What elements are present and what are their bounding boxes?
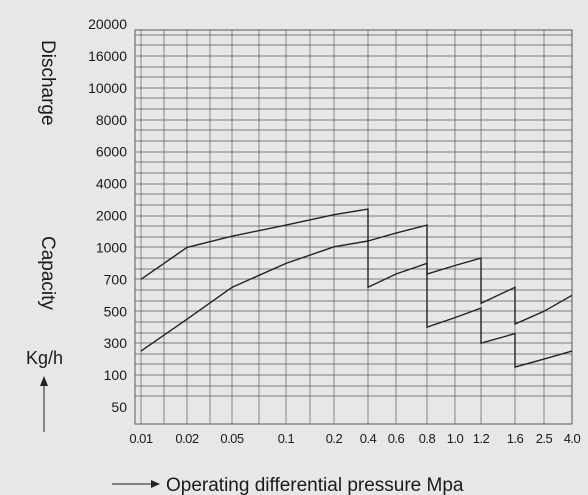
y-tick-label: 10000 — [88, 80, 127, 96]
y-tick-label: 300 — [104, 335, 128, 351]
x-tick-label: 0.1 — [278, 431, 295, 446]
x-tick-label: 4.0 — [564, 431, 581, 446]
x-tick-label: 0.4 — [360, 431, 377, 446]
ylabel-capacity: Capacity — [37, 236, 58, 310]
x-tick-label: 1.6 — [507, 431, 524, 446]
y-tick-label: 100 — [104, 367, 128, 383]
y-tick-label: 16000 — [88, 48, 127, 64]
y-tick-label: 20000 — [88, 16, 127, 32]
series-line-1 — [140, 208, 573, 326]
x-tick-label: 0.2 — [326, 431, 343, 446]
y-tick-label: 700 — [104, 271, 128, 287]
x-tick-label: 0.8 — [419, 431, 436, 446]
y-tick-labels: 20000 16000 10000 8000 6000 4000 2000 1000 700 50… — [88, 16, 127, 415]
y-tick-label: 500 — [104, 303, 128, 319]
y-tick-label: 50 — [111, 399, 127, 415]
series-line-2 — [140, 240, 573, 369]
x-tick-label: 0.6 — [388, 431, 405, 446]
y-tick-label: 1000 — [96, 239, 127, 255]
y-arrow-icon — [40, 376, 48, 432]
x-tick-label: 1.0 — [447, 431, 464, 446]
y-tick-label: 8000 — [96, 112, 127, 128]
y-tick-label: 6000 — [96, 144, 127, 160]
y-tick-label: 2000 — [96, 208, 127, 224]
x-tick-label: 1.2 — [473, 431, 490, 446]
x-tick-label: 0.02 — [175, 431, 199, 446]
y-tick-label: 4000 — [96, 176, 127, 192]
x-axis-label: Operating differential pressure Mpa — [166, 475, 464, 495]
x-arrow-icon — [112, 480, 160, 488]
ylabel-unit: Kg/h — [26, 348, 63, 368]
plot-frame — [134, 29, 573, 425]
x-tick-label: 2.5 — [536, 431, 553, 446]
x-tick-label: 0.01 — [129, 431, 153, 446]
curves — [140, 208, 573, 369]
ylabel-discharge: Discharge — [37, 40, 58, 126]
x-tick-label: 0.05 — [220, 431, 244, 446]
grid — [134, 29, 573, 425]
x-tick-labels: 0.01 0.02 0.05 0.1 0.2 0.4 0.6 0.8 1.0 1.2 1.6 2.5 4… — [129, 431, 581, 446]
